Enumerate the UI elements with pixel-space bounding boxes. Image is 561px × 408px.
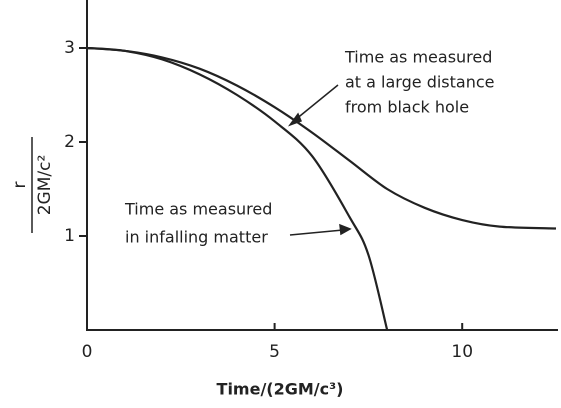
y-label-denominator: 2GM/c² xyxy=(35,155,55,216)
annotation: Time as measured xyxy=(344,48,492,67)
x-tick-label: 5 xyxy=(269,342,280,362)
annotation: at a large distance xyxy=(345,73,494,92)
x-tick-label: 0 xyxy=(82,342,93,362)
x-axis-label: Time/(2GM/c³) xyxy=(217,380,344,399)
curve xyxy=(86,46,389,331)
y-tick-label: 2 xyxy=(64,132,75,152)
y-axis-label: r 2GM/c² xyxy=(10,137,55,233)
y-label-numerator: r xyxy=(10,182,30,189)
y-tick-label: 1 xyxy=(64,226,75,246)
annotation: from black hole xyxy=(345,98,469,117)
annotation: in infalling matter xyxy=(125,228,268,247)
x-tick-label: 10 xyxy=(451,342,473,362)
y-tick-label: 3 xyxy=(64,38,75,58)
annotation: Time as measured xyxy=(124,200,272,219)
arrows xyxy=(287,84,352,236)
curve xyxy=(86,46,557,230)
